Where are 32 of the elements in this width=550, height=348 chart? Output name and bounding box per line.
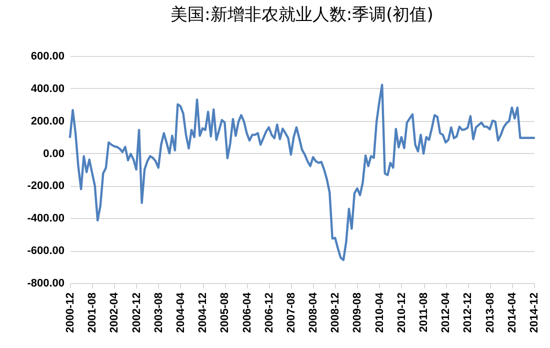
x-tick-label: 2008-04 [308, 292, 320, 333]
x-tick-label: 2012-04 [440, 292, 452, 333]
x-tick-label: 2006-04 [241, 292, 254, 333]
x-tick-label: 2003-08 [152, 292, 165, 333]
x-tick-label: 2010-04 [374, 292, 386, 333]
x-tick-label: 2004-12 [197, 292, 210, 333]
x-tick-label: 2013-08 [484, 292, 496, 333]
y-tick-label: 0.00 [43, 148, 64, 160]
chart-title: 美国:新增非农就业人数:季调(初值) [170, 5, 434, 25]
x-tick-label: 2004-04 [174, 292, 187, 333]
x-tick-label: 2006-12 [263, 292, 276, 333]
x-tick-label: 2012-12 [462, 292, 474, 333]
x-tick-label: 2009-08 [352, 292, 364, 333]
line-series [68, 84, 536, 262]
y-tick-label: 200.00 [30, 115, 64, 128]
x-tick-label: 2007-08 [285, 292, 298, 333]
x-tick-label: 2005-08 [219, 292, 232, 333]
y-tick-label: 600.00 [30, 50, 64, 62]
y-tick-label: -200.00 [27, 180, 64, 192]
y-tick-label: 400.00 [30, 82, 64, 95]
x-tick-label: 2014-04 [506, 292, 518, 333]
x-tick-label: 2001-08 [86, 292, 99, 333]
x-tick-label: 2002-04 [108, 292, 121, 333]
x-tick-label: 2011-08 [418, 292, 430, 332]
y-tick-label: -800.00 [27, 278, 64, 290]
y-tick-label: -400.00 [27, 212, 64, 225]
y-tick-label: -600.00 [27, 245, 64, 258]
x-tick-label: 2010-12 [396, 292, 408, 333]
x-tick-label: 2002-12 [130, 292, 143, 333]
x-tick-label: 2014-12 [528, 292, 540, 333]
x-tick-label: 2000-12 [64, 292, 76, 333]
x-tick-label: 2008-12 [330, 292, 342, 333]
